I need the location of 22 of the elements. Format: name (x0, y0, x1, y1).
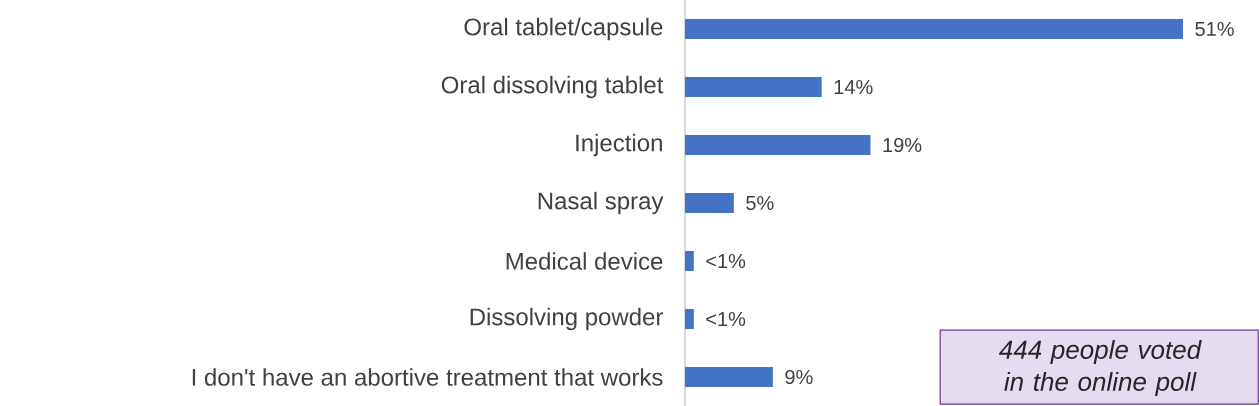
annotation: 444 people voted in the online poll (998, 339, 1202, 397)
bar (684, 19, 1183, 39)
y-tick-label: I don't have an abortive treatment that works (192, 368, 663, 386)
data-label: <1% (706, 312, 746, 327)
y-tick-label: Injection (576, 133, 662, 157)
data-label: 14% (834, 80, 873, 95)
y-tick-label: Medical device (506, 252, 663, 270)
bar (684, 77, 822, 97)
data-label: 5% (746, 195, 774, 211)
data-label: 9% (785, 369, 813, 385)
data-label: <1% (706, 254, 746, 269)
y-tick-label: Dissolving powder (470, 307, 664, 331)
bar (684, 193, 734, 213)
y-tick-label: Oral tablet/capsule (464, 17, 663, 41)
y-tick-label: Oral dissolving tablet (441, 75, 664, 99)
bar (684, 135, 871, 155)
bar (684, 251, 694, 271)
bar (684, 367, 773, 387)
data-label: 51% (1195, 21, 1234, 37)
bar (684, 309, 694, 329)
y-tick-label: Nasal spray (538, 191, 664, 215)
data-label: 19% (883, 137, 922, 153)
